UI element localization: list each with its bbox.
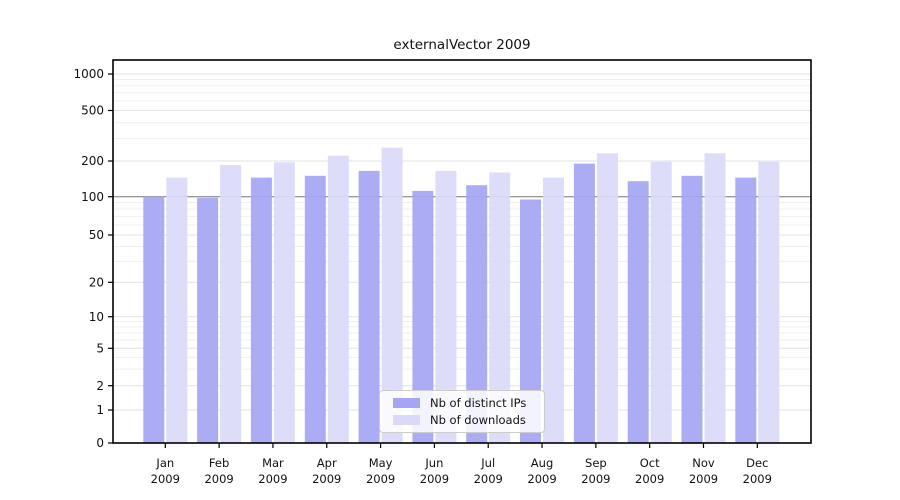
bar-downloads-Jun-2009 xyxy=(435,170,457,443)
bar-distinct-ips-Sep-2009 xyxy=(573,163,595,443)
y-tick-label: 50 xyxy=(89,228,104,242)
legend-item-distinct-ips: Nb of distinct IPs xyxy=(388,396,536,410)
x-tick-label-month: Sep xyxy=(585,456,607,470)
x-tick-label-year: 2009 xyxy=(366,472,395,486)
y-tick-label: 20 xyxy=(89,276,104,290)
y-tick-label: 10 xyxy=(89,310,104,324)
y-tick-label: 5 xyxy=(96,342,104,356)
x-tick-label-year: 2009 xyxy=(635,472,664,486)
bar-distinct-ips-Jul-2009 xyxy=(466,185,488,443)
y-tick-label: 100 xyxy=(81,190,104,204)
bar-downloads-Mar-2009 xyxy=(273,162,295,444)
x-tick-label-month: Jun xyxy=(424,456,443,470)
x-tick-label-year: 2009 xyxy=(151,472,180,486)
legend-label: Nb of downloads xyxy=(430,413,526,427)
legend-swatch-distinct-ips xyxy=(393,398,420,408)
bar-distinct-ips-Feb-2009 xyxy=(197,197,219,443)
bar-distinct-ips-Dec-2009 xyxy=(735,177,757,443)
x-tick-label-month: Dec xyxy=(746,456,768,470)
y-tick-label: 500 xyxy=(81,104,104,118)
legend-label: Nb of distinct IPs xyxy=(430,396,527,410)
x-tick-label-month: Aug xyxy=(531,456,553,470)
bar-downloads-May-2009 xyxy=(381,147,403,443)
x-tick-label-year: 2009 xyxy=(312,472,341,486)
bar-downloads-Jan-2009 xyxy=(166,177,188,443)
x-tick-label-year: 2009 xyxy=(204,472,233,486)
bar-downloads-Nov-2009 xyxy=(704,153,726,444)
legend-item-downloads: Nb of downloads xyxy=(388,413,536,427)
y-tick-label: 1 xyxy=(96,403,104,417)
x-tick-label-month: Oct xyxy=(640,456,660,470)
x-tick-label-year: 2009 xyxy=(743,472,772,486)
bar-distinct-ips-Jan-2009 xyxy=(143,196,165,443)
bar-distinct-ips-Mar-2009 xyxy=(250,177,272,443)
bar-distinct-ips-Jun-2009 xyxy=(412,190,434,443)
axes-spines xyxy=(112,59,812,444)
x-tick-label-month: Feb xyxy=(209,456,229,470)
x-tick-label-year: 2009 xyxy=(420,472,449,486)
bar-distinct-ips-Apr-2009 xyxy=(304,175,326,444)
x-tick-label-month: Apr xyxy=(317,456,337,470)
bar-downloads-Aug-2009 xyxy=(543,177,564,443)
y-tick-label: 0 xyxy=(96,436,104,450)
bar-downloads-Jul-2009 xyxy=(489,172,511,443)
bar-downloads-Sep-2009 xyxy=(596,153,618,444)
bar-distinct-ips-Nov-2009 xyxy=(681,175,703,444)
x-tick-label-year: 2009 xyxy=(527,472,556,486)
x-tick-label-month: Nov xyxy=(692,456,715,470)
chart-title: externalVector 2009 xyxy=(393,37,531,53)
y-tick-label: 2 xyxy=(96,379,104,393)
bar-distinct-ips-Oct-2009 xyxy=(627,181,649,443)
x-tick-label-month: Jul xyxy=(480,456,495,470)
x-tick-label-month: Mar xyxy=(262,456,284,470)
bar-downloads-Oct-2009 xyxy=(650,161,672,444)
legend-swatch-downloads xyxy=(393,415,420,425)
x-tick-label-year: 2009 xyxy=(689,472,718,486)
y-tick-label: 200 xyxy=(81,154,104,168)
x-tick-label-year: 2009 xyxy=(258,472,287,486)
y-tick-label: 1000 xyxy=(73,67,104,81)
bar-distinct-ips-May-2009 xyxy=(358,170,380,443)
bar-distinct-ips-Aug-2009 xyxy=(520,199,541,443)
x-tick-label-year: 2009 xyxy=(581,472,610,486)
bar-downloads-Feb-2009 xyxy=(220,165,242,443)
x-tick-label-year: 2009 xyxy=(474,472,503,486)
bar-downloads-Dec-2009 xyxy=(758,161,780,444)
x-tick-label-month: May xyxy=(369,456,393,470)
legend: Nb of distinct IPs Nb of downloads xyxy=(379,390,545,433)
bar-downloads-Apr-2009 xyxy=(327,155,349,443)
x-tick-label-month: Jan xyxy=(155,456,174,470)
